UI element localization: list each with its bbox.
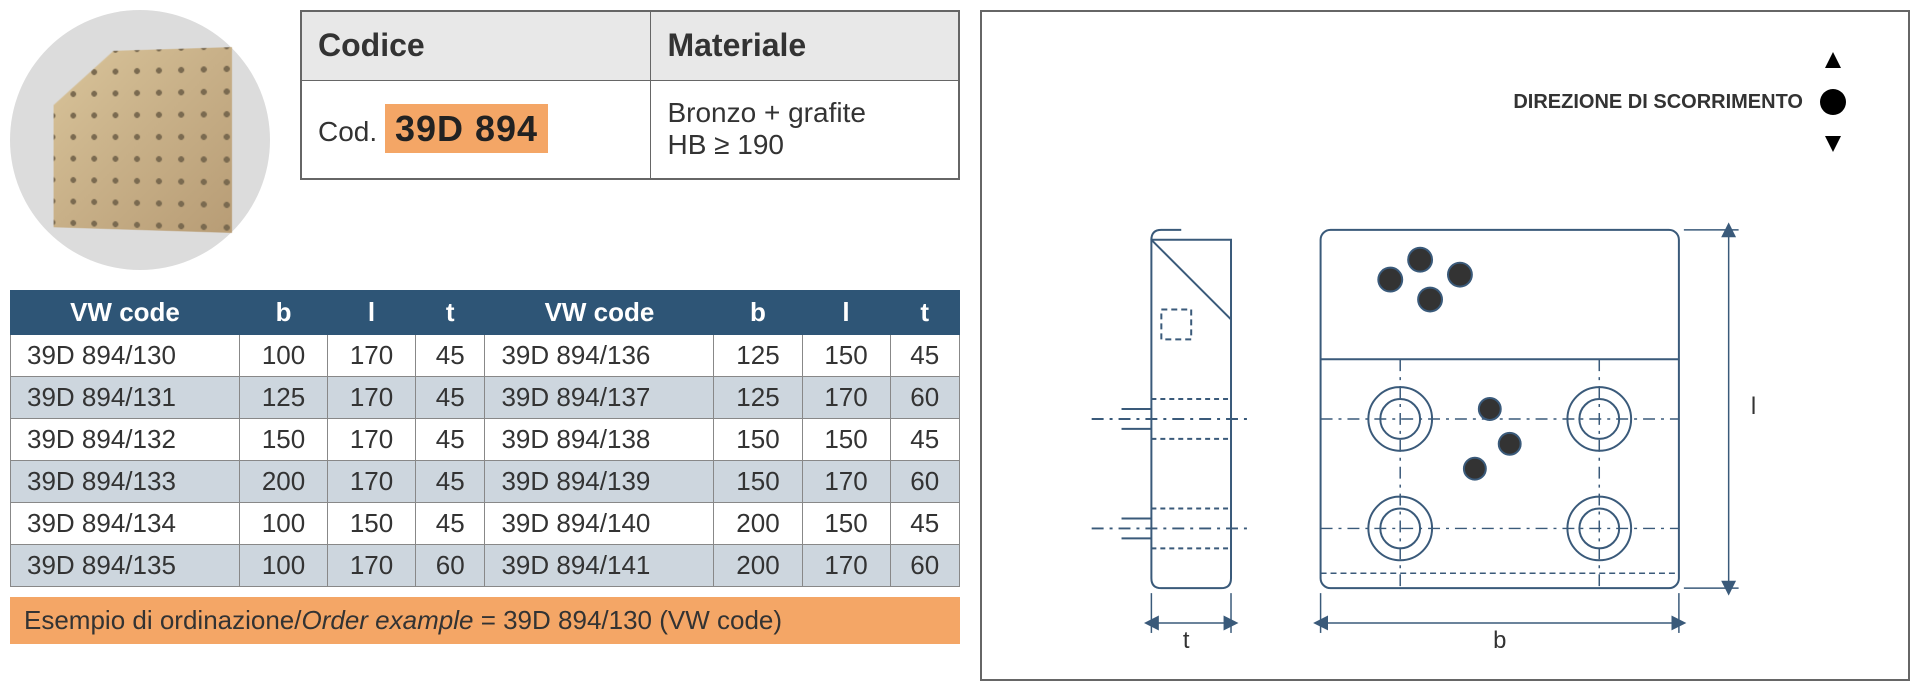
table-cell: 39D 894/132: [11, 419, 240, 461]
material-line1: Bronzo + grafite: [667, 97, 942, 129]
table-cell: 150: [714, 419, 802, 461]
table-row: 39D 894/1351001706039D 894/14120017060: [11, 545, 960, 587]
table-cell: 150: [802, 503, 890, 545]
table-cell: 100: [240, 335, 328, 377]
table-cell: 39D 894/133: [11, 461, 240, 503]
table-cell: 200: [714, 503, 802, 545]
dim-b: b: [1493, 627, 1506, 654]
table-cell: 45: [416, 461, 485, 503]
table-cell: 45: [890, 419, 959, 461]
technical-drawing-panel: DIREZIONE DI SCORRIMENTO: [980, 10, 1910, 681]
table-cell: 170: [802, 545, 890, 587]
table-cell: 39D 894/131: [11, 377, 240, 419]
info-material-cell: Bronzo + grafite HB ≥ 190: [651, 80, 959, 179]
table-cell: 39D 894/141: [485, 545, 714, 587]
table-cell: 170: [328, 545, 416, 587]
table-cell: 170: [328, 419, 416, 461]
info-table: Codice Materiale Cod. 39D 894 Bronzo + g…: [300, 10, 960, 180]
order-value: = 39D 894/130 (VW code): [473, 605, 782, 635]
table-cell: 39D 894/134: [11, 503, 240, 545]
table-cell: 170: [328, 461, 416, 503]
table-cell: 200: [240, 461, 328, 503]
table-row: 39D 894/1321501704539D 894/13815015045: [11, 419, 960, 461]
table-cell: 150: [802, 335, 890, 377]
table-cell: 45: [416, 419, 485, 461]
table-cell: 45: [890, 335, 959, 377]
material-line2: HB ≥ 190: [667, 129, 942, 161]
table-header: b: [714, 291, 802, 335]
table-header: l: [328, 291, 416, 335]
table-cell: 150: [328, 503, 416, 545]
table-cell: 100: [240, 545, 328, 587]
data-table: VW codebltVW codeblt 39D 894/13010017045…: [10, 290, 960, 587]
table-cell: 60: [416, 545, 485, 587]
order-example: Esempio di ordinazione/Order example = 3…: [10, 597, 960, 644]
table-cell: 150: [714, 461, 802, 503]
table-cell: 60: [890, 545, 959, 587]
table-header: l: [802, 291, 890, 335]
table-cell: 39D 894/135: [11, 545, 240, 587]
table-cell: 39D 894/138: [485, 419, 714, 461]
table-row: 39D 894/1311251704539D 894/13712517060: [11, 377, 960, 419]
dim-l: l: [1751, 393, 1756, 420]
table-cell: 150: [802, 419, 890, 461]
table-row: 39D 894/1332001704539D 894/13915017060: [11, 461, 960, 503]
table-header: VW code: [485, 291, 714, 335]
table-cell: 45: [416, 335, 485, 377]
table-header: VW code: [11, 291, 240, 335]
table-cell: 100: [240, 503, 328, 545]
table-header: t: [890, 291, 959, 335]
order-label-en: Order example: [302, 605, 474, 635]
table-cell: 39D 894/130: [11, 335, 240, 377]
dim-t: t: [1183, 627, 1190, 654]
table-header: t: [416, 291, 485, 335]
table-header: b: [240, 291, 328, 335]
direction-label: DIREZIONE DI SCORRIMENTO: [1513, 62, 1848, 142]
cod-prefix: Cod.: [318, 116, 377, 147]
table-cell: 170: [328, 377, 416, 419]
code-value: 39D 894: [385, 104, 548, 153]
direction-arrow-icon: [1818, 62, 1848, 142]
table-cell: 45: [416, 377, 485, 419]
table-cell: 39D 894/137: [485, 377, 714, 419]
order-label-it: Esempio di ordinazione/: [24, 605, 302, 635]
technical-drawing-svg: t: [1022, 159, 1868, 659]
info-code-cell: Cod. 39D 894: [301, 80, 651, 179]
table-cell: 170: [328, 335, 416, 377]
info-header-code: Codice: [301, 11, 651, 80]
table-cell: 125: [714, 377, 802, 419]
table-row: 39D 894/1341001504539D 894/14020015045: [11, 503, 960, 545]
table-cell: 39D 894/139: [485, 461, 714, 503]
product-image: [10, 10, 280, 270]
table-cell: 39D 894/136: [485, 335, 714, 377]
table-cell: 170: [802, 461, 890, 503]
table-cell: 170: [802, 377, 890, 419]
info-header-material: Materiale: [651, 11, 959, 80]
table-cell: 125: [714, 335, 802, 377]
table-cell: 60: [890, 377, 959, 419]
table-cell: 150: [240, 419, 328, 461]
table-cell: 125: [240, 377, 328, 419]
table-cell: 45: [890, 503, 959, 545]
table-cell: 39D 894/140: [485, 503, 714, 545]
table-row: 39D 894/1301001704539D 894/13612515045: [11, 335, 960, 377]
table-cell: 60: [890, 461, 959, 503]
table-cell: 45: [416, 503, 485, 545]
table-cell: 200: [714, 545, 802, 587]
